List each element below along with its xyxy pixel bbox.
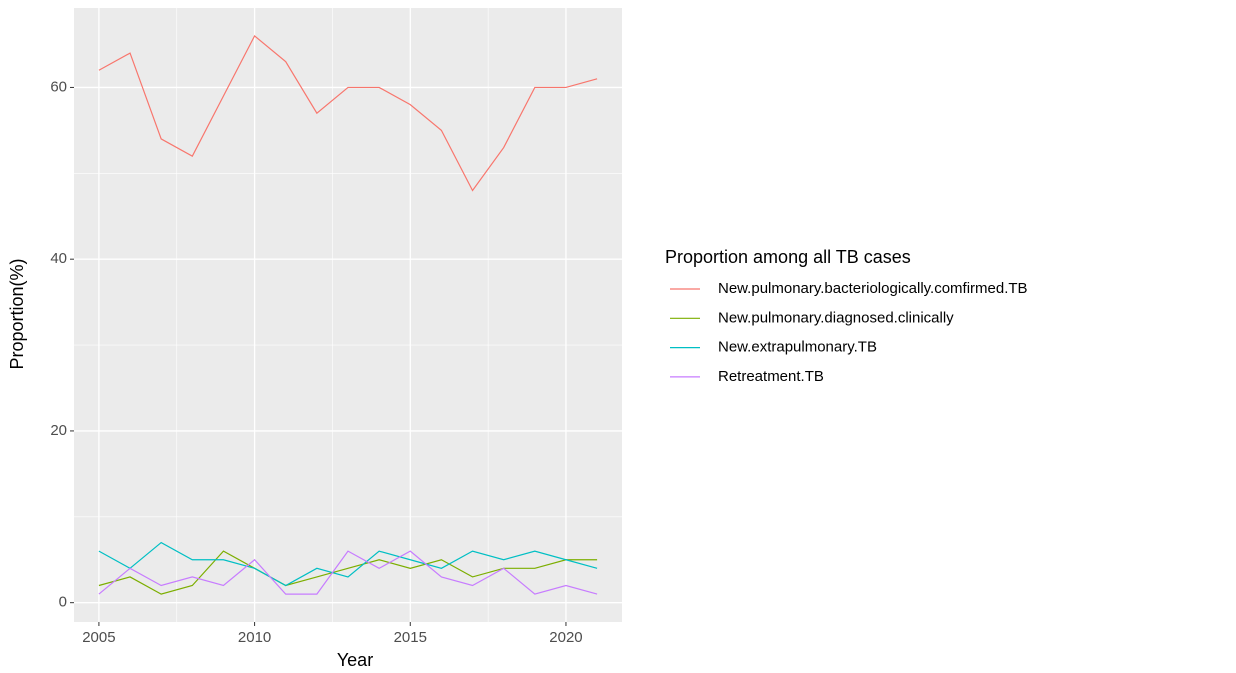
legend-label: New.extrapulmonary.TB [718, 339, 877, 356]
x-tick-label: 2010 [238, 629, 271, 646]
legend-title: Proportion among all TB cases [665, 247, 911, 267]
x-tick-label: 2015 [394, 629, 427, 646]
y-tick-label: 20 [50, 422, 67, 439]
x-tick-label: 2005 [82, 629, 115, 646]
x-tick-label: 2020 [549, 629, 582, 646]
x-axis-label: Year [337, 650, 373, 670]
series-line [98, 541, 598, 587]
legend-label: New.pulmonary.diagnosed.clinically [718, 309, 954, 326]
y-tick-label: 0 [59, 594, 67, 611]
legend-label: Retreatment.TB [718, 368, 824, 385]
plot-background [74, 8, 622, 622]
series-line [98, 550, 598, 595]
y-tick-label: 60 [50, 78, 67, 95]
y-tick-label: 40 [50, 250, 67, 267]
legend-label: New.pulmonary.bacteriologically.comfirme… [718, 280, 1028, 297]
series-line [98, 34, 598, 192]
series-line [98, 550, 598, 595]
y-axis-label: Proportion(%) [7, 258, 27, 369]
